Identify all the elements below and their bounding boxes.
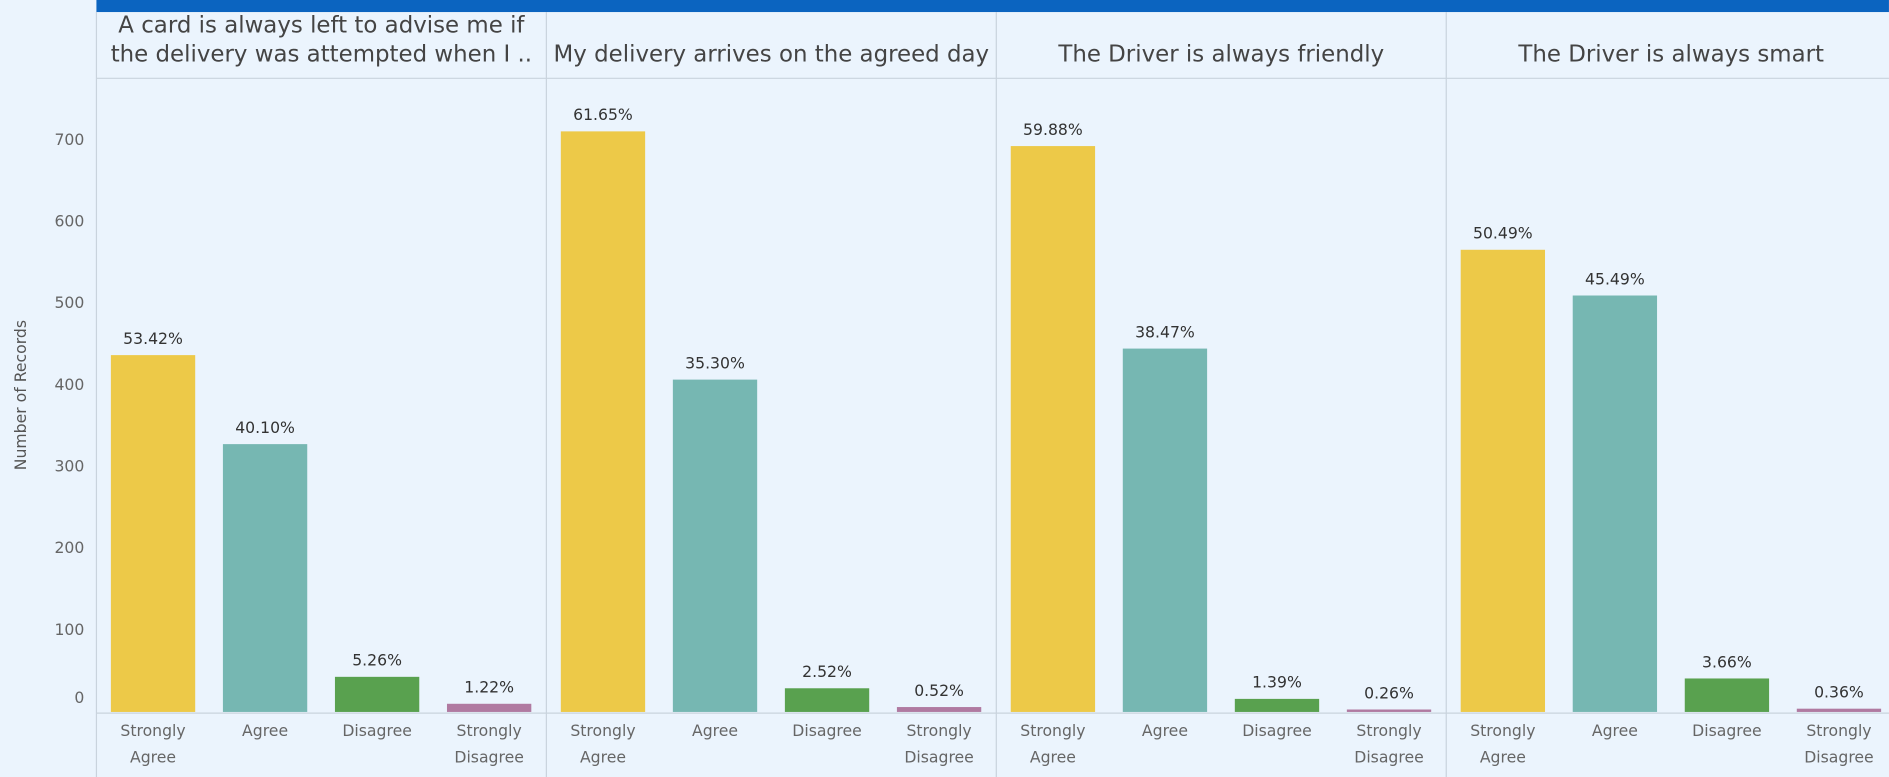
bar (784, 688, 870, 712)
bar (560, 131, 646, 712)
header-bar (96, 0, 1889, 13)
x-tick-label-box: Strongly Disagree (1804, 722, 1874, 768)
x-tick-label: Strongly Disagree (1354, 722, 1424, 768)
x-tick-label: Disagree (792, 722, 862, 741)
bar (1346, 709, 1432, 712)
x-tick-label-box: Strongly Disagree (454, 722, 524, 768)
y-tick-label: 600 (54, 212, 84, 231)
x-tick-label-box: Agree (1591, 722, 1638, 741)
value-label: 45.49% (1585, 269, 1645, 288)
y-tick-label: 700 (54, 130, 84, 149)
x-tick-label-box: Strongly Disagree (1354, 722, 1424, 768)
x-tick-label: Strongly Agree (1470, 722, 1536, 768)
bar (446, 703, 532, 712)
bar (1796, 708, 1882, 712)
x-tick-label-box: Strongly Agree (120, 722, 186, 768)
panel-title: The Driver is always smart (1518, 40, 1825, 68)
panel-title-box: My delivery arrives on the agreed day (553, 40, 990, 68)
x-tick-label: Strongly Disagree (454, 722, 524, 768)
y-tick-label: 100 (54, 620, 84, 639)
x-tick-label: Strongly Agree (1020, 722, 1086, 768)
value-label: 40.10% (235, 418, 295, 437)
panel-title-box: The Driver is always smart (1518, 40, 1825, 68)
x-tick-label: Agree (242, 722, 289, 741)
value-label: 0.26% (1364, 683, 1414, 702)
bar (1460, 249, 1546, 712)
bar (222, 444, 308, 712)
panel-title: A card is always left to advise me if th… (110, 12, 533, 68)
x-tick-label: Disagree (1242, 722, 1312, 741)
y-tick-label: 500 (54, 293, 84, 312)
y-tick-label: 400 (54, 375, 84, 394)
x-tick-label-box: Disagree (342, 722, 412, 741)
x-tick-label-box: Strongly Agree (1020, 722, 1086, 768)
x-tick-label: Strongly Disagree (1804, 722, 1874, 768)
x-tick-label-box: Strongly Agree (570, 722, 636, 768)
bar (896, 707, 982, 712)
panel-title: The Driver is always friendly (1058, 40, 1385, 68)
value-label: 1.39% (1252, 673, 1302, 692)
x-tick-label: Strongly Disagree (904, 722, 974, 768)
bar (1684, 678, 1770, 712)
value-label: 53.42% (123, 329, 183, 348)
bar (672, 379, 758, 712)
x-tick-label-box: Agree (242, 722, 289, 741)
value-label: 3.66% (1702, 652, 1752, 671)
x-tick-label-box: Disagree (792, 722, 862, 741)
x-tick-label-box: Disagree (1242, 722, 1312, 741)
y-tick-label: 0 (74, 688, 84, 707)
value-label: 2.52% (802, 662, 852, 681)
bar (1010, 146, 1096, 712)
x-tick-label-box: Agree (1141, 722, 1188, 741)
value-label: 59.88% (1023, 120, 1083, 139)
x-tick-label-box: Disagree (1692, 722, 1762, 741)
x-tick-label: Strongly Agree (120, 722, 186, 768)
y-tick-label: 300 (54, 456, 84, 475)
value-label: 5.26% (352, 651, 402, 670)
value-label: 0.52% (914, 681, 964, 700)
bar (110, 355, 196, 712)
x-tick-label: Strongly Agree (570, 722, 636, 768)
bar (334, 676, 420, 712)
value-label: 35.30% (685, 353, 745, 372)
x-tick-label: Disagree (1692, 722, 1762, 741)
value-label: 61.65% (573, 105, 633, 124)
x-tick-label: Agree (1141, 722, 1188, 741)
panel-title-box: A card is always left to advise me if th… (110, 12, 533, 68)
y-tick-label: 200 (54, 538, 84, 557)
x-tick-label-box: Strongly Agree (1470, 722, 1536, 768)
bar (1234, 698, 1320, 712)
y-axis-label: Number of Records (11, 320, 30, 470)
x-tick-label: Agree (1591, 722, 1638, 741)
value-label: 50.49% (1473, 224, 1533, 243)
x-tick-label-box: Strongly Disagree (904, 722, 974, 768)
value-label: 1.22% (464, 678, 514, 697)
x-tick-label: Disagree (342, 722, 412, 741)
panel-title-box: The Driver is always friendly (1058, 40, 1385, 68)
value-label: 38.47% (1135, 322, 1195, 341)
panel-title: My delivery arrives on the agreed day (553, 40, 990, 68)
value-label: 0.36% (1814, 683, 1864, 702)
x-tick-label-box: Agree (691, 722, 739, 741)
bar (1122, 348, 1208, 712)
bar (1572, 295, 1658, 712)
x-tick-label: Agree (691, 722, 739, 741)
